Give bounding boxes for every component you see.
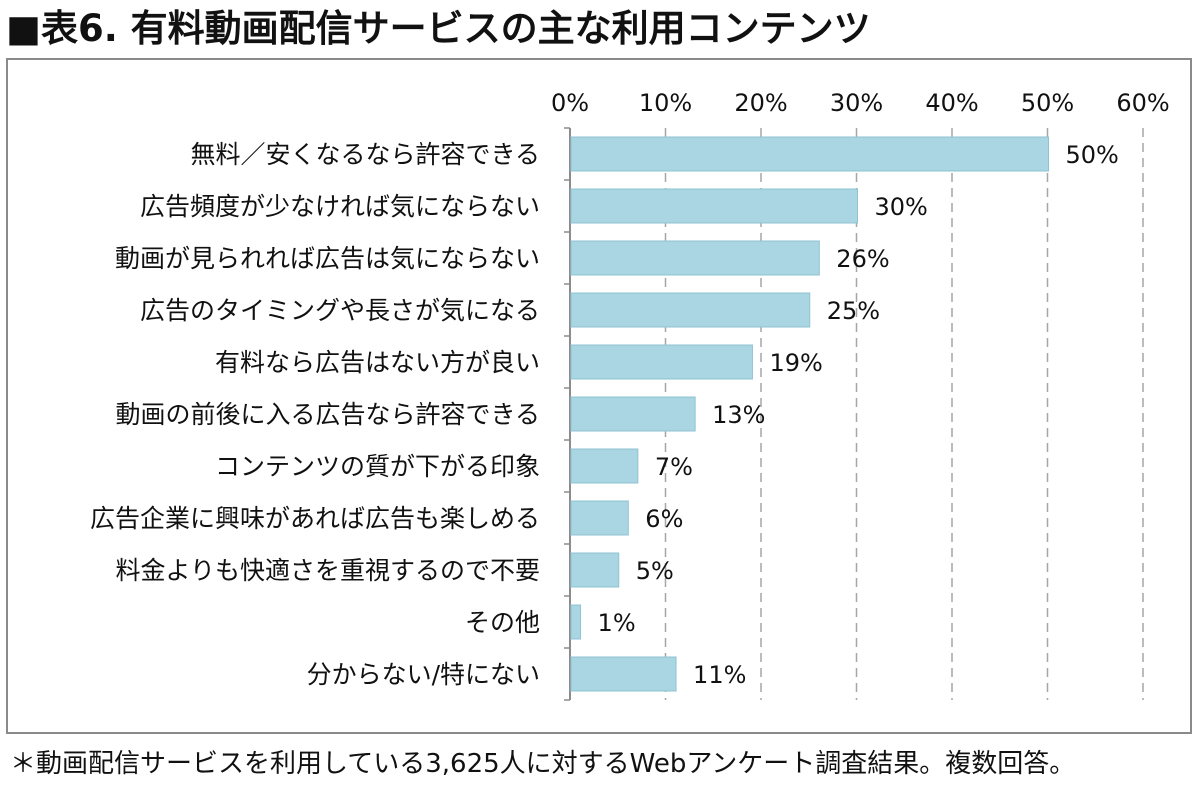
- tick-label: 10%: [639, 89, 692, 117]
- footnote: ＊動画配信サービスを利用している3,625人に対するWebアンケート調査結果。複…: [10, 749, 1076, 779]
- tick-label: 20%: [734, 89, 787, 117]
- tick-label: 60%: [1116, 89, 1169, 117]
- category-label: 有料なら広告はない方が良い: [215, 348, 540, 377]
- bar: [570, 396, 696, 432]
- tick-label: 30%: [830, 89, 883, 117]
- bar: [570, 292, 811, 328]
- data-label: 7%: [655, 453, 693, 481]
- category-label: 広告企業に興味があれば広告も楽しめる: [90, 504, 540, 533]
- bar: [570, 552, 620, 588]
- data-label: 19%: [769, 349, 822, 377]
- data-label: 5%: [636, 557, 674, 585]
- category-label: 動画が見られれば広告は気にならない: [115, 244, 540, 273]
- category-label: 無料／安くなるなら許容できる: [190, 140, 540, 169]
- data-label: 6%: [645, 505, 683, 533]
- category-label: 料金よりも快適さを重視するので不要: [115, 556, 540, 585]
- data-label: 25%: [827, 297, 880, 325]
- chart-frame: [6, 58, 1192, 734]
- tick-label: 40%: [925, 89, 978, 117]
- data-label: 26%: [836, 245, 889, 273]
- data-label: 50%: [1066, 141, 1119, 169]
- category-label: コンテンツの質が下がる印象: [215, 452, 540, 481]
- data-label: 30%: [875, 193, 928, 221]
- bar: [570, 656, 677, 692]
- category-label: 分からない/特にない: [307, 660, 540, 689]
- bar: [570, 344, 753, 380]
- data-label: 1%: [598, 609, 636, 637]
- tick-label: 0%: [551, 89, 589, 117]
- chart-title: ■表6. 有料動画配信サービスの主な利用コンテンツ: [6, 7, 871, 50]
- bar: [570, 500, 629, 536]
- category-label: 広告のタイミングや長さが気になる: [140, 296, 540, 325]
- data-label: 11%: [693, 661, 746, 689]
- data-label: 13%: [712, 401, 765, 429]
- bar: [570, 188, 858, 224]
- category-label: その他: [465, 608, 540, 637]
- category-label: 広告頻度が少なければ気にならない: [140, 192, 540, 221]
- bar: [570, 136, 1049, 172]
- tick-label: 50%: [1021, 89, 1074, 117]
- category-label: 動画の前後に入る広告なら許容できる: [115, 400, 540, 429]
- bar: [570, 448, 639, 484]
- bar: [570, 604, 582, 640]
- bar: [570, 240, 820, 276]
